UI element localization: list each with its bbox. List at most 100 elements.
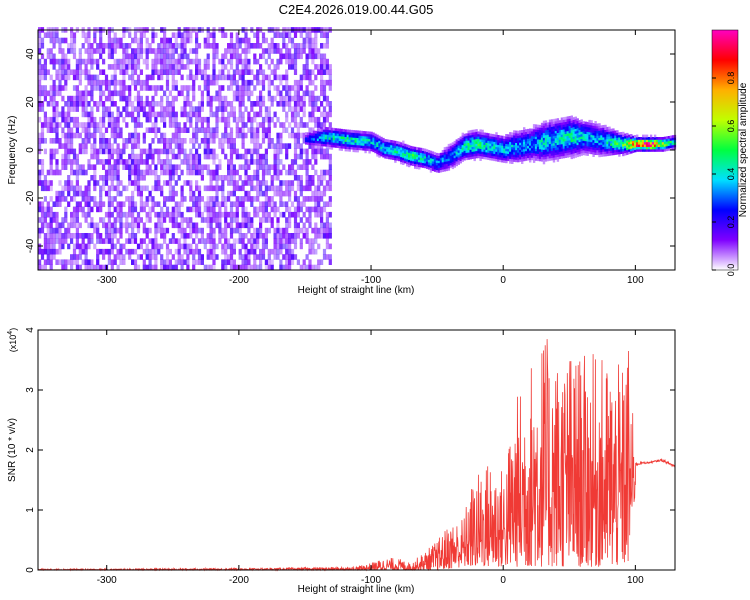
signal-cell (574, 133, 577, 137)
noise-cell (142, 85, 146, 91)
signal-cell (602, 129, 605, 133)
signal-cell (433, 164, 437, 167)
noise-cell (72, 222, 77, 229)
noise-cell (125, 53, 129, 60)
signal-cell (517, 140, 520, 144)
noise-cell (61, 164, 65, 170)
signal-cell (507, 143, 510, 147)
noise-cell (273, 85, 277, 91)
signal-cell (536, 155, 540, 159)
noise-cell (305, 43, 309, 49)
signal-cell (505, 153, 508, 156)
signal-cell (552, 159, 556, 163)
signal-cell (659, 139, 663, 143)
noise-cell (209, 138, 213, 144)
noise-cell (183, 106, 187, 112)
noise-cell (38, 201, 42, 207)
signal-cell (320, 133, 324, 137)
noise-cell (183, 122, 187, 128)
noise-cell (43, 74, 47, 81)
signal-cell (556, 139, 560, 143)
signal-cell (562, 153, 566, 156)
noise-cell (55, 164, 59, 170)
signal-cell (586, 148, 589, 152)
signal-cell (580, 141, 583, 144)
signal-cell (328, 146, 332, 150)
signal-cell (364, 145, 367, 149)
noise-cell (267, 48, 271, 54)
signal-cell (542, 149, 546, 153)
signal-cell (560, 136, 564, 140)
signal-cell (574, 116, 577, 120)
signal-cell (380, 146, 383, 150)
signal-cell (427, 157, 431, 160)
noise-cell (288, 222, 292, 229)
noise-cell (288, 185, 292, 192)
noise-cell (49, 48, 53, 54)
noise-cell (64, 233, 68, 239)
signal-cell (463, 143, 466, 147)
signal-cell (491, 141, 494, 144)
signal-cell (346, 146, 349, 150)
signal-cell (370, 134, 373, 137)
signal-cell (558, 141, 562, 145)
noise-cell (267, 85, 271, 91)
noise-cell (221, 138, 225, 144)
signal-cell (556, 123, 560, 126)
signal-cell (521, 151, 524, 155)
signal-cell (324, 141, 328, 145)
signal-cell (497, 151, 500, 155)
noise-cell (279, 227, 283, 234)
noise-cell (256, 180, 260, 186)
noise-cell (78, 148, 82, 155)
signal-cell (485, 144, 488, 148)
noise-cell (264, 180, 268, 186)
noise-cell (64, 116, 68, 123)
signal-cell (380, 144, 383, 147)
noise-cell (136, 122, 141, 128)
noise-cell (322, 153, 327, 160)
noise-cell (145, 211, 149, 218)
signal-cell (570, 141, 573, 145)
noise-cell (133, 217, 138, 223)
noise-cell (96, 264, 100, 271)
signal-cell (473, 155, 476, 159)
noise-cell (229, 175, 234, 181)
noise-cell (58, 48, 62, 54)
noise-cell (40, 37, 45, 44)
noise-cell (70, 233, 74, 239)
signal-cell (376, 146, 379, 150)
noise-cell (267, 43, 271, 49)
signal-cell (532, 148, 536, 151)
signal-cell (465, 157, 468, 161)
noise-cell (317, 185, 321, 192)
noise-cell (168, 143, 172, 149)
noise-cell (49, 180, 53, 186)
noise-cell (125, 64, 129, 70)
signal-cell (465, 154, 468, 158)
signal-cell (515, 145, 518, 148)
noise-cell (131, 48, 135, 54)
noise-cell (293, 243, 298, 250)
noise-cell (171, 53, 175, 60)
signal-cell (479, 158, 482, 161)
noise-cell (81, 127, 85, 133)
signal-cell (640, 146, 643, 150)
noise-cell (235, 37, 239, 44)
signal-cell (570, 137, 573, 140)
noise-cell (288, 248, 292, 255)
x-tick-label: -300 (97, 275, 117, 286)
signal-cell (657, 139, 661, 143)
signal-cell (493, 153, 496, 157)
noise-cell (235, 264, 239, 271)
signal-cell (624, 138, 627, 142)
signal-cell (416, 159, 419, 162)
noise-cell (244, 211, 248, 218)
noise-cell (250, 116, 254, 123)
signal-cell (495, 146, 498, 150)
noise-cell (102, 116, 106, 123)
signal-cell (499, 149, 502, 153)
noise-cell (110, 196, 114, 202)
noise-cell (314, 48, 318, 54)
noise-cell (267, 138, 271, 144)
